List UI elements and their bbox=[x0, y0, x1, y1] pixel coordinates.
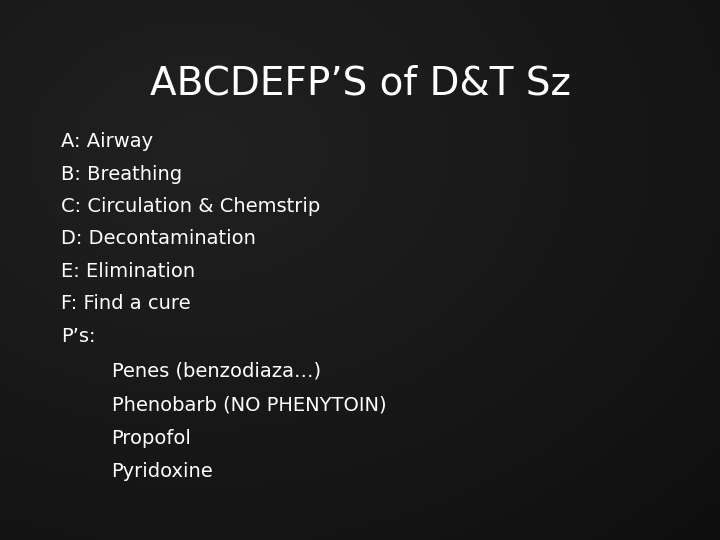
Text: F: Find a cure: F: Find a cure bbox=[61, 294, 191, 313]
Text: Penes (benzodiaza…): Penes (benzodiaza…) bbox=[112, 362, 320, 381]
Text: A: Airway: A: Airway bbox=[61, 132, 153, 151]
Text: Phenobarb (NO PHENYTOIN): Phenobarb (NO PHENYTOIN) bbox=[112, 395, 386, 414]
Text: C: Circulation & Chemstrip: C: Circulation & Chemstrip bbox=[61, 197, 320, 216]
Text: ABCDEFP’S of D&T Sz: ABCDEFP’S of D&T Sz bbox=[150, 65, 570, 103]
Text: D: Decontamination: D: Decontamination bbox=[61, 230, 256, 248]
Text: Pyridoxine: Pyridoxine bbox=[112, 462, 213, 481]
Text: P’s:: P’s: bbox=[61, 327, 96, 346]
Text: Propofol: Propofol bbox=[112, 429, 192, 448]
Text: E: Elimination: E: Elimination bbox=[61, 262, 195, 281]
Text: B: Breathing: B: Breathing bbox=[61, 165, 182, 184]
